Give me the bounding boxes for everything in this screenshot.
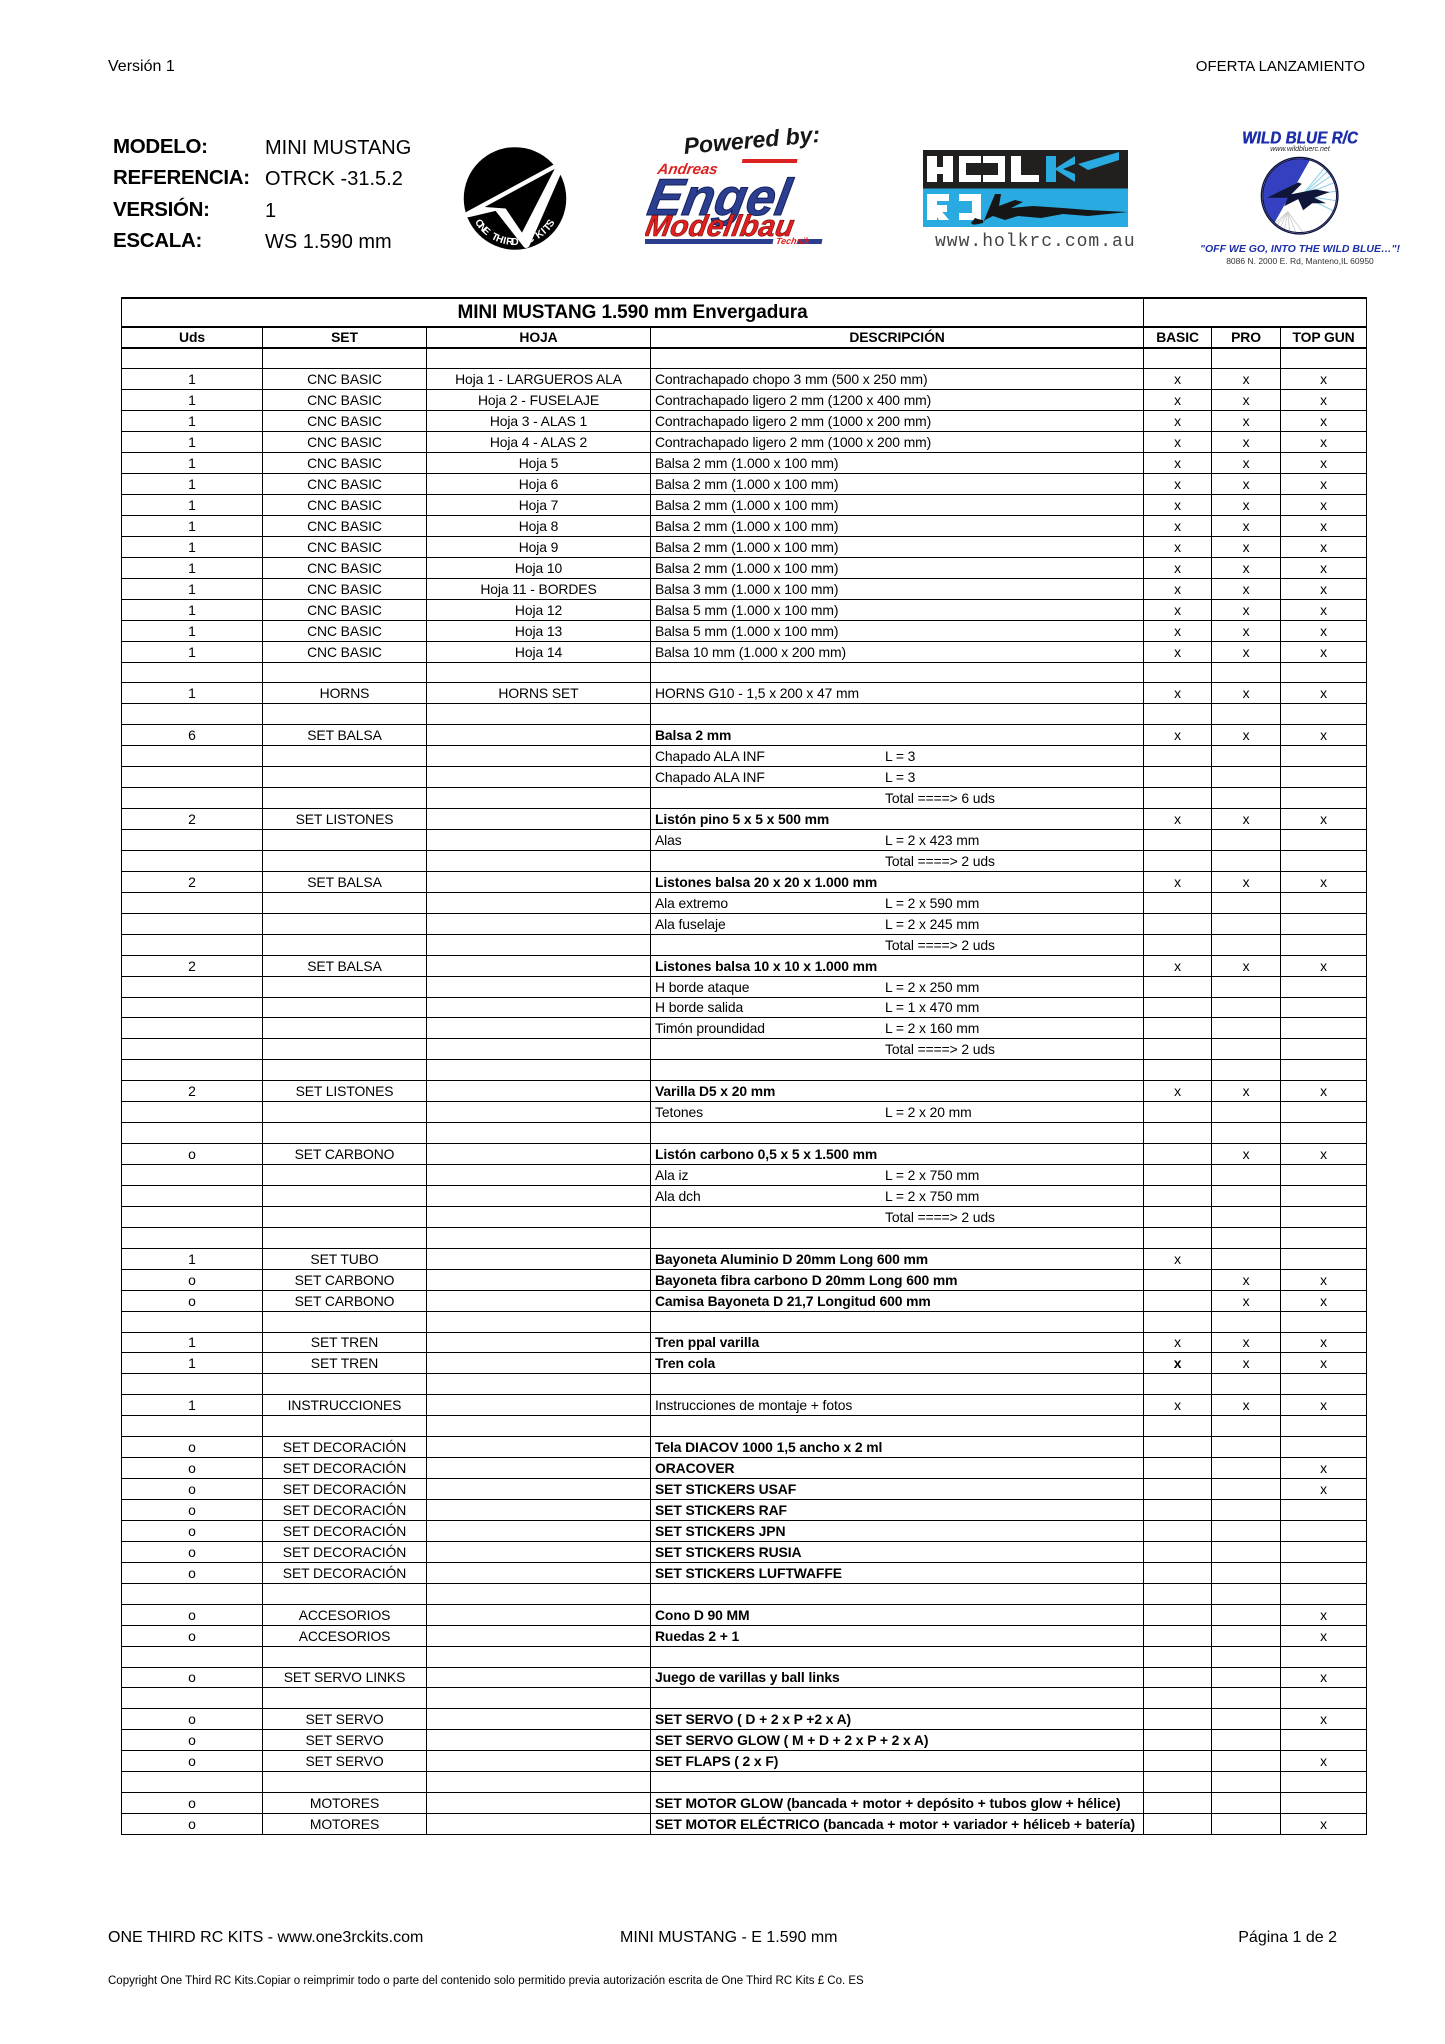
svg-text:Modellbau: Modellbau	[645, 210, 797, 243]
svg-text:Powered by:: Powered by:	[683, 128, 822, 159]
svg-text:D: D	[511, 237, 518, 248]
svg-text:Technik: Technik	[775, 236, 811, 246]
